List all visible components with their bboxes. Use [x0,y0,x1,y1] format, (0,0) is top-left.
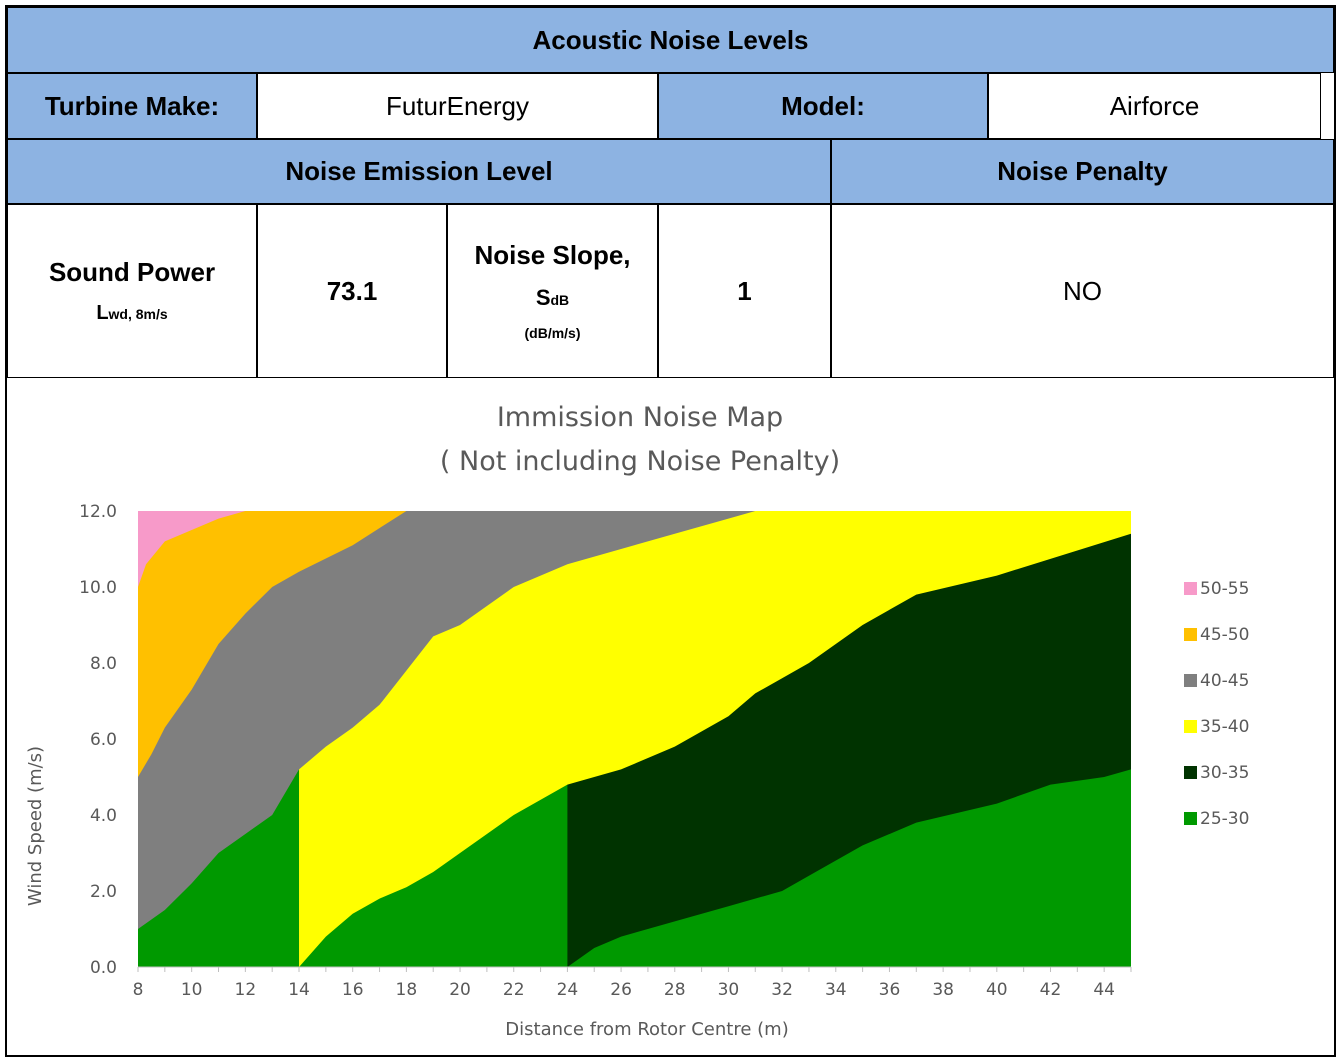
turbine-make-value: FuturEnergy [257,73,658,139]
band-35-40 [299,511,1131,967]
y-tick-label: 4.0 [90,806,117,826]
sound-power-value: 73.1 [257,204,447,378]
noise-slope-value: 1 [658,204,831,378]
slope-symbol-sub: dB [550,292,570,308]
band-45-50 [138,511,407,777]
x-tick-label: 44 [1093,980,1115,1000]
sound-power-label: Sound Power Lwd, 8m/s [7,204,257,378]
model-label: Model: [658,73,988,139]
noise-penalty-value: NO [831,204,1334,378]
legend-swatch-25-30 [1184,812,1197,825]
noise-penalty-header: Noise Penalty [831,139,1334,204]
sound-power-label-text: Sound Power [48,257,216,288]
x-axis-label: Distance from Rotor Centre (m) [505,1019,788,1040]
sound-power-value-text: 73.1 [326,275,378,306]
y-tick-label: 12.0 [79,502,117,522]
x-tick-label: 24 [557,980,579,1000]
x-tick-label: 28 [664,980,686,1000]
noise-slope-value-text: 1 [737,275,752,306]
y-axis-label: Wind Speed (m/s) [25,746,46,906]
band-40-45 [138,511,756,929]
x-tick-label: 26 [610,980,632,1000]
slope-symbol: SdB [536,285,569,311]
legend-label-25-30: 25-30 [1200,809,1249,829]
x-tick-label: 32 [771,980,793,1000]
sheet-title: Acoustic Noise Levels [7,7,1334,73]
x-tick-label: 36 [879,980,901,1000]
legend-swatch-40-45 [1184,674,1197,687]
noise-levels-sheet [5,5,1336,1057]
x-tick-label: 30 [718,980,740,1000]
lwd-symbol-sub: wd, 8m/s [108,305,168,322]
x-tick-label: 34 [825,980,847,1000]
slope-symbol-main: S [535,285,551,310]
immission-noise-map-chart: Immission Noise Map ( Not including Nois… [7,378,1334,1055]
turbine-make-value-text: FuturEnergy [385,90,530,121]
x-tick-label: 8 [133,980,144,1000]
noise-slope-unit: (dB/m/s) [524,325,581,342]
noise-emission-header: Noise Emission Level [7,139,831,204]
y-tick-label: 2.0 [90,882,117,902]
noise-penalty-header-text: Noise Penalty [997,156,1168,186]
chart-title-line2: ( Not including Noise Penalty) [440,446,840,477]
legend-swatch-30-35 [1184,766,1197,779]
y-tick-label: 10.0 [79,578,117,598]
model-label-text: Model: [781,90,865,121]
x-tick-label: 14 [288,980,310,1000]
x-tick-label: 22 [503,980,525,1000]
legend-label-30-35: 30-35 [1200,763,1249,783]
noise-emission-header-text: Noise Emission Level [285,156,553,186]
immission-noise-map-svg: Immission Noise Map ( Not including Nois… [25,402,1249,1040]
band-50-55 [138,511,246,587]
legend-label-40-45: 40-45 [1200,671,1249,691]
lwd-symbol-main: L [96,301,109,324]
sheet-title-text: Acoustic Noise Levels [532,24,809,55]
x-tick-label: 16 [342,980,364,1000]
x-tick-label: 18 [396,980,418,1000]
turbine-make-label-text: Turbine Make: [44,90,220,121]
y-tick-label: 6.0 [90,730,117,750]
model-value-text: Airforce [1109,90,1200,121]
legend-swatch-35-40 [1184,720,1197,733]
model-value: Airforce [988,73,1321,139]
lwd-symbol: Lwd, 8m/s [96,301,167,325]
x-tick-label: 38 [932,980,954,1000]
legend-swatch-45-50 [1184,628,1197,641]
x-tick-label: 10 [181,980,203,1000]
legend-swatch-50-55 [1184,582,1197,595]
noise-penalty-value-text: NO [1063,275,1102,306]
x-tick-label: 12 [235,980,257,1000]
legend-label-50-55: 50-55 [1200,579,1249,599]
x-tick-label: 20 [449,980,471,1000]
x-tick-label: 40 [986,980,1008,1000]
noise-slope-label: Noise Slope, SdB (dB/m/s) [447,204,658,378]
chart-title-line1: Immission Noise Map [497,402,783,433]
y-tick-label: 0.0 [90,958,117,978]
noise-slope-label-text: Noise Slope, [474,239,631,270]
legend-label-35-40: 35-40 [1200,717,1249,737]
legend-label-45-50: 45-50 [1200,625,1249,645]
y-tick-label: 8.0 [90,654,117,674]
x-tick-label: 42 [1040,980,1062,1000]
turbine-make-label: Turbine Make: [7,73,257,139]
